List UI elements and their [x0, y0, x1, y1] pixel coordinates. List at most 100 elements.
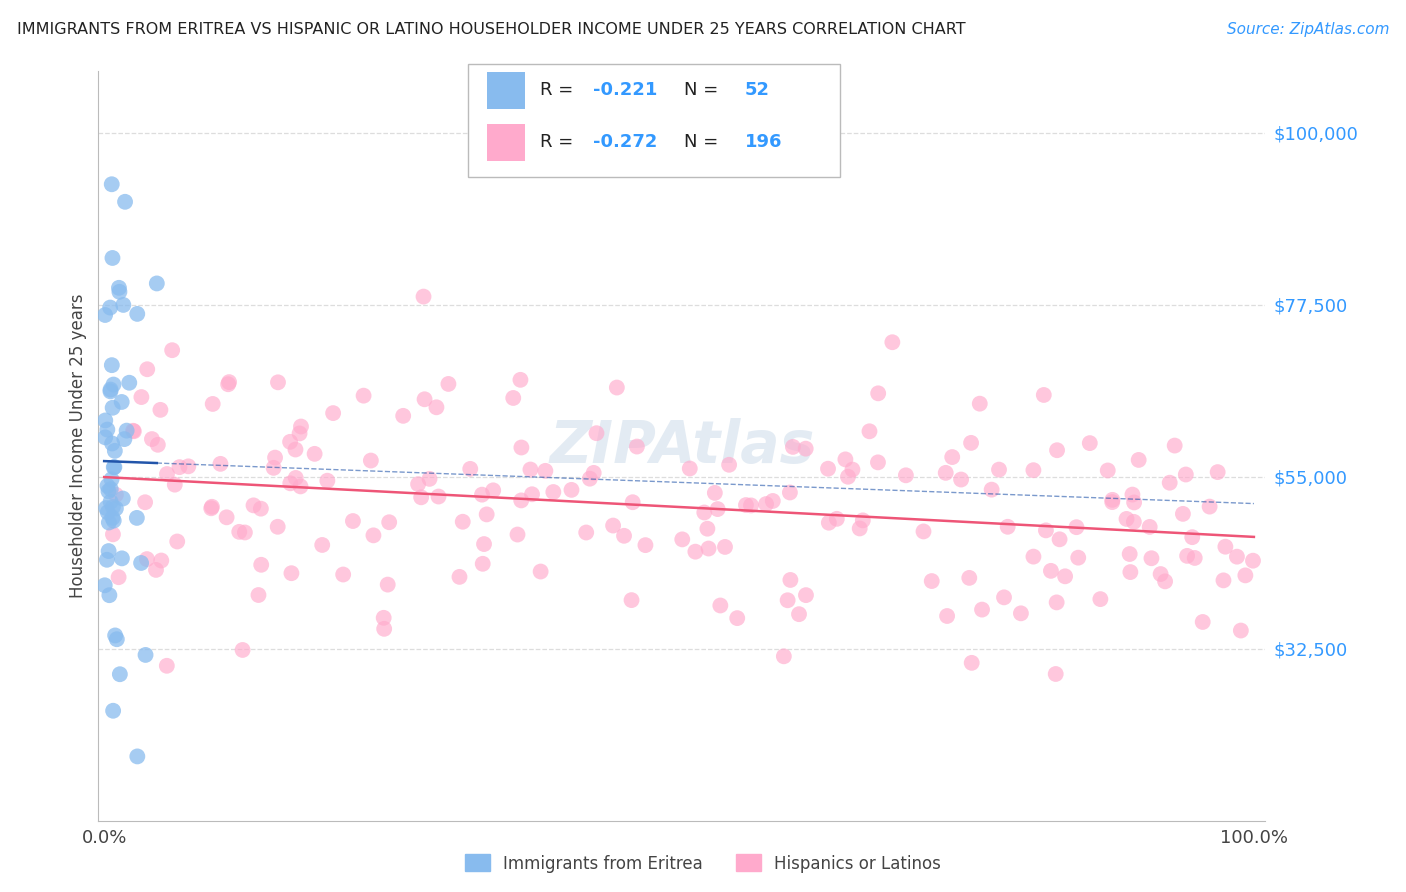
Point [100, 383, 122, 397]
Point [960, 435, 983, 450]
Point [848, 521, 870, 535]
Point [1022, 549, 1045, 564]
Point [418, 472, 440, 486]
Point [93, 578, 115, 592]
Point [131, 390, 153, 404]
Point [129, 556, 152, 570]
Point [290, 419, 312, 434]
Point [122, 424, 145, 438]
Y-axis label: Householder Income Under 25 years: Householder Income Under 25 years [69, 293, 87, 599]
Point [353, 389, 375, 403]
Point [412, 290, 434, 304]
Point [160, 343, 183, 358]
Point [97, 516, 120, 530]
Point [779, 573, 801, 587]
Point [103, 514, 125, 528]
Point [233, 525, 256, 540]
Point [1101, 492, 1123, 507]
Point [762, 494, 785, 508]
Point [1181, 530, 1204, 544]
Point [575, 525, 598, 540]
Point [706, 502, 728, 516]
Point [201, 397, 224, 411]
Point [1123, 495, 1146, 509]
Point [278, 476, 301, 491]
Point [621, 495, 644, 509]
Text: Source: ZipAtlas.com: Source: ZipAtlas.com [1226, 22, 1389, 37]
Point [103, 460, 125, 475]
Point [114, 194, 136, 209]
Point [613, 529, 636, 543]
Text: -0.221: -0.221 [593, 81, 658, 99]
Point [101, 436, 124, 450]
Point [304, 447, 326, 461]
Text: -0.272: -0.272 [593, 134, 658, 152]
Text: 196: 196 [745, 134, 782, 152]
Point [96, 423, 118, 437]
Point [471, 488, 494, 502]
Point [935, 466, 957, 480]
Point [530, 565, 553, 579]
Point [101, 527, 124, 541]
Point [980, 483, 1002, 497]
Point [697, 541, 720, 556]
FancyBboxPatch shape [468, 63, 839, 178]
Text: R =: R = [540, 134, 579, 152]
Point [779, 485, 801, 500]
Point [1230, 624, 1253, 638]
Point [685, 544, 707, 558]
Text: 52: 52 [745, 81, 770, 99]
Point [834, 452, 856, 467]
Point [141, 432, 163, 446]
Point [392, 409, 415, 423]
Point [776, 593, 799, 607]
Text: N =: N = [685, 134, 724, 152]
Point [127, 307, 149, 321]
Point [94, 501, 117, 516]
Point [101, 251, 124, 265]
Point [97, 484, 120, 499]
Point [941, 450, 963, 464]
Point [156, 658, 179, 673]
Point [108, 281, 131, 295]
Point [332, 567, 354, 582]
Point [232, 643, 254, 657]
Point [1212, 574, 1234, 588]
Point [97, 544, 120, 558]
Point [1078, 436, 1101, 450]
Point [316, 474, 339, 488]
Point [425, 401, 447, 415]
Point [458, 462, 481, 476]
Point [894, 468, 917, 483]
Point [1090, 592, 1112, 607]
Point [817, 461, 839, 475]
Point [997, 520, 1019, 534]
Point [209, 457, 232, 471]
Point [125, 511, 148, 525]
Point [1175, 549, 1198, 563]
Point [145, 563, 167, 577]
Bar [486, 71, 524, 109]
Point [1163, 439, 1185, 453]
Point [242, 499, 264, 513]
Point [1159, 475, 1181, 490]
Point [378, 515, 401, 529]
Point [267, 520, 290, 534]
Point [228, 524, 250, 539]
Point [709, 599, 731, 613]
Point [437, 376, 460, 391]
Point [427, 490, 450, 504]
Point [970, 602, 993, 616]
Point [163, 477, 186, 491]
Bar [486, 124, 524, 161]
Point [449, 570, 471, 584]
Point [1149, 567, 1171, 582]
Point [97, 505, 120, 519]
Point [201, 500, 224, 514]
Point [250, 558, 273, 572]
Point [634, 538, 657, 552]
Point [1226, 549, 1249, 564]
Point [988, 462, 1011, 476]
Point [1046, 443, 1069, 458]
Point [101, 511, 124, 525]
